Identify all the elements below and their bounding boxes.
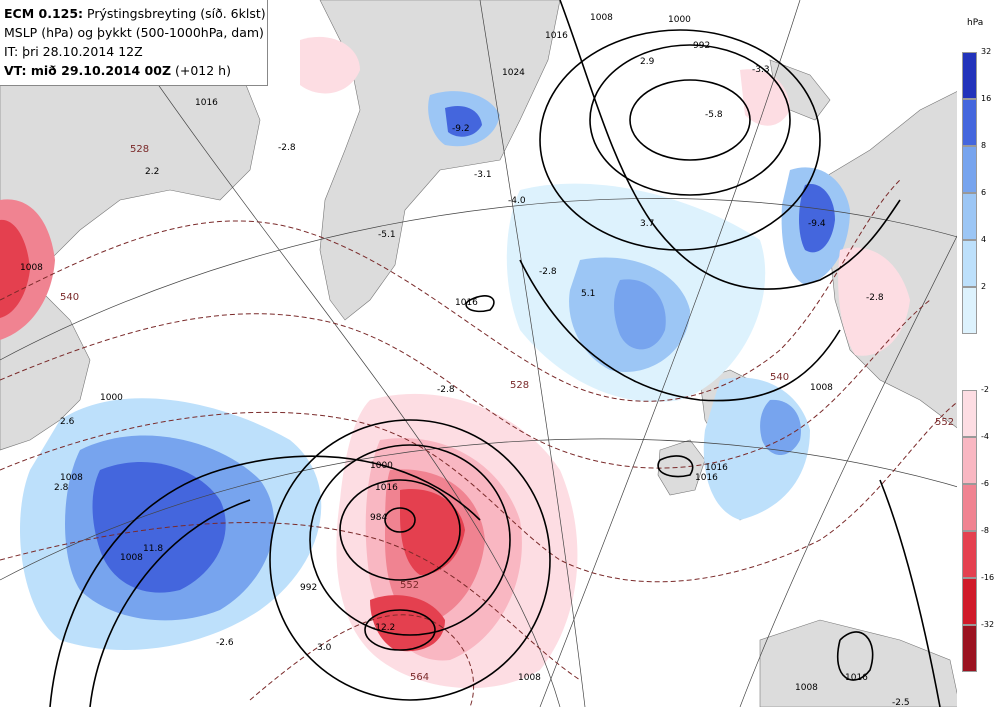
tendency-label: -5.1 [378,230,396,240]
fall-tick: -32 [981,620,995,629]
rise-swatch [962,287,977,334]
tendency-label: -4.0 [508,196,526,206]
isobar-label: 984 [370,513,387,523]
lead-time: (+012 h) [171,63,231,78]
tendency-label: -2.5 [892,698,910,707]
rise-swatch [962,52,977,99]
tendency-label: 2.6 [60,417,75,427]
fall-swatch [962,531,977,578]
rise-tick: 4 [981,235,987,244]
model-name: ECM 0.125: [4,6,84,21]
tendency-labels: 2.2 -2.8 -5.1 -3.1 -9.2 -4.0 3.7 2.9 -3.… [54,57,910,707]
tendency-label: 5.1 [581,289,595,299]
tendency-label: 2.2 [145,167,159,177]
isobar-label: 1016 [845,673,868,683]
map-header: ECM 0.125: Prýstingsbreyting (síð. 6klst… [0,0,268,86]
rise-swatch [962,193,977,240]
isobars [49,0,941,707]
fall-tick: -16 [981,573,995,582]
fall-swatch [962,437,977,484]
product-name: Prýstingsbreyting (síð. 6klst) [83,6,266,21]
tendency-label: -3.1 [474,170,492,180]
colorbar-legend: hPa 32 16 8 6 4 2 -2 -4 -6 -8 -16 -32 [957,0,1000,707]
isobar-label: 1016 [455,298,478,308]
thickness-label: 552 [400,580,419,591]
fall-tick: -2 [981,385,989,394]
tendency-label: -5.8 [705,110,723,120]
header-line-1: ECM 0.125: Prýstingsbreyting (síð. 6klst… [4,4,267,23]
isobar-label: 1008 [518,673,541,683]
isobar-label: 1016 [195,98,218,108]
tendency-label: -2.8 [437,385,455,395]
isobar-labels: 1016 1016 1024 1008 1000 992 1000 1008 1… [20,13,868,693]
isobar-label: 1008 [795,683,818,693]
thickness-contours [0,179,961,707]
isobar-label: 1024 [502,68,525,78]
fall-tick: -8 [981,526,989,535]
tendency-label: 2.8 [54,483,69,493]
fall-swatch [962,578,977,625]
labrador [0,289,91,451]
isobar-label: 1016 [705,463,728,473]
thickness-label: 564 [410,672,429,683]
isobar-label: 1008 [20,263,43,273]
tendency-label: -2.6 [216,638,234,648]
tendency-label: -2.8 [866,293,884,303]
rise-swatch [962,99,977,146]
isobar-label: 1008 [590,13,613,23]
tendency-label: 11.8 [143,544,163,554]
tendency-label: -2.8 [539,267,557,277]
isobar-label: 1016 [375,483,398,493]
tendency-label: -9.2 [452,124,470,134]
iberia [759,619,961,707]
fall-tick: -4 [981,432,989,441]
thickness-label: 540 [770,372,789,383]
tendency-label: 3.0 [317,643,332,653]
tendency-label: -2.8 [278,143,296,153]
tendency-label: -12.2 [372,623,395,633]
isobar-label: 1008 [810,383,833,393]
thickness-labels: 528 528 540 552 564 552 540 [60,144,954,683]
rise-tick: 2 [981,282,987,291]
rise-tick: 6 [981,188,987,197]
pressure-change-fill [0,36,910,689]
header-line-4: VT: mið 29.10.2014 00Z (+012 h) [4,61,267,80]
isobar-label: 992 [300,583,317,593]
valid-time: VT: mið 29.10.2014 00Z [4,63,172,78]
legend-unit: hPa [967,18,984,28]
rise-swatch [962,146,977,193]
header-line-3: IT: þri 28.10.2014 12Z [4,44,143,59]
thickness-label: 540 [60,292,79,303]
isobar-label: 992 [693,41,710,51]
isobar-label: 1008 [60,473,83,483]
fall-tick: -6 [981,479,989,488]
rise-tick: 32 [981,47,992,56]
greenland [319,0,561,321]
thickness-label: 528 [510,380,529,391]
isobar-label: 1000 [668,15,691,25]
isobar-label: 1016 [695,473,718,483]
header-line-2: MSLP (hPa) og þykkt (500-1000hPa, dam) [4,25,264,40]
thickness-label: 552 [935,417,954,428]
thickness-label: 528 [130,144,149,155]
isobar-label: 1000 [370,461,393,471]
rise-swatch [962,240,977,287]
isobar-label: 1008 [120,553,143,563]
fall-swatch [962,625,977,672]
tendency-label: -9.4 [808,219,826,229]
fall-swatch [962,390,977,437]
tendency-label: 2.9 [640,57,655,67]
tendency-label: 3.7 [640,219,654,229]
isobar-label: 1000 [100,393,123,403]
isobar-label: 1016 [545,31,568,41]
tendency-label: -3.3 [752,65,770,75]
fall-swatch [962,484,977,531]
rise-tick: 16 [981,94,992,103]
rise-tick: 8 [981,141,987,150]
